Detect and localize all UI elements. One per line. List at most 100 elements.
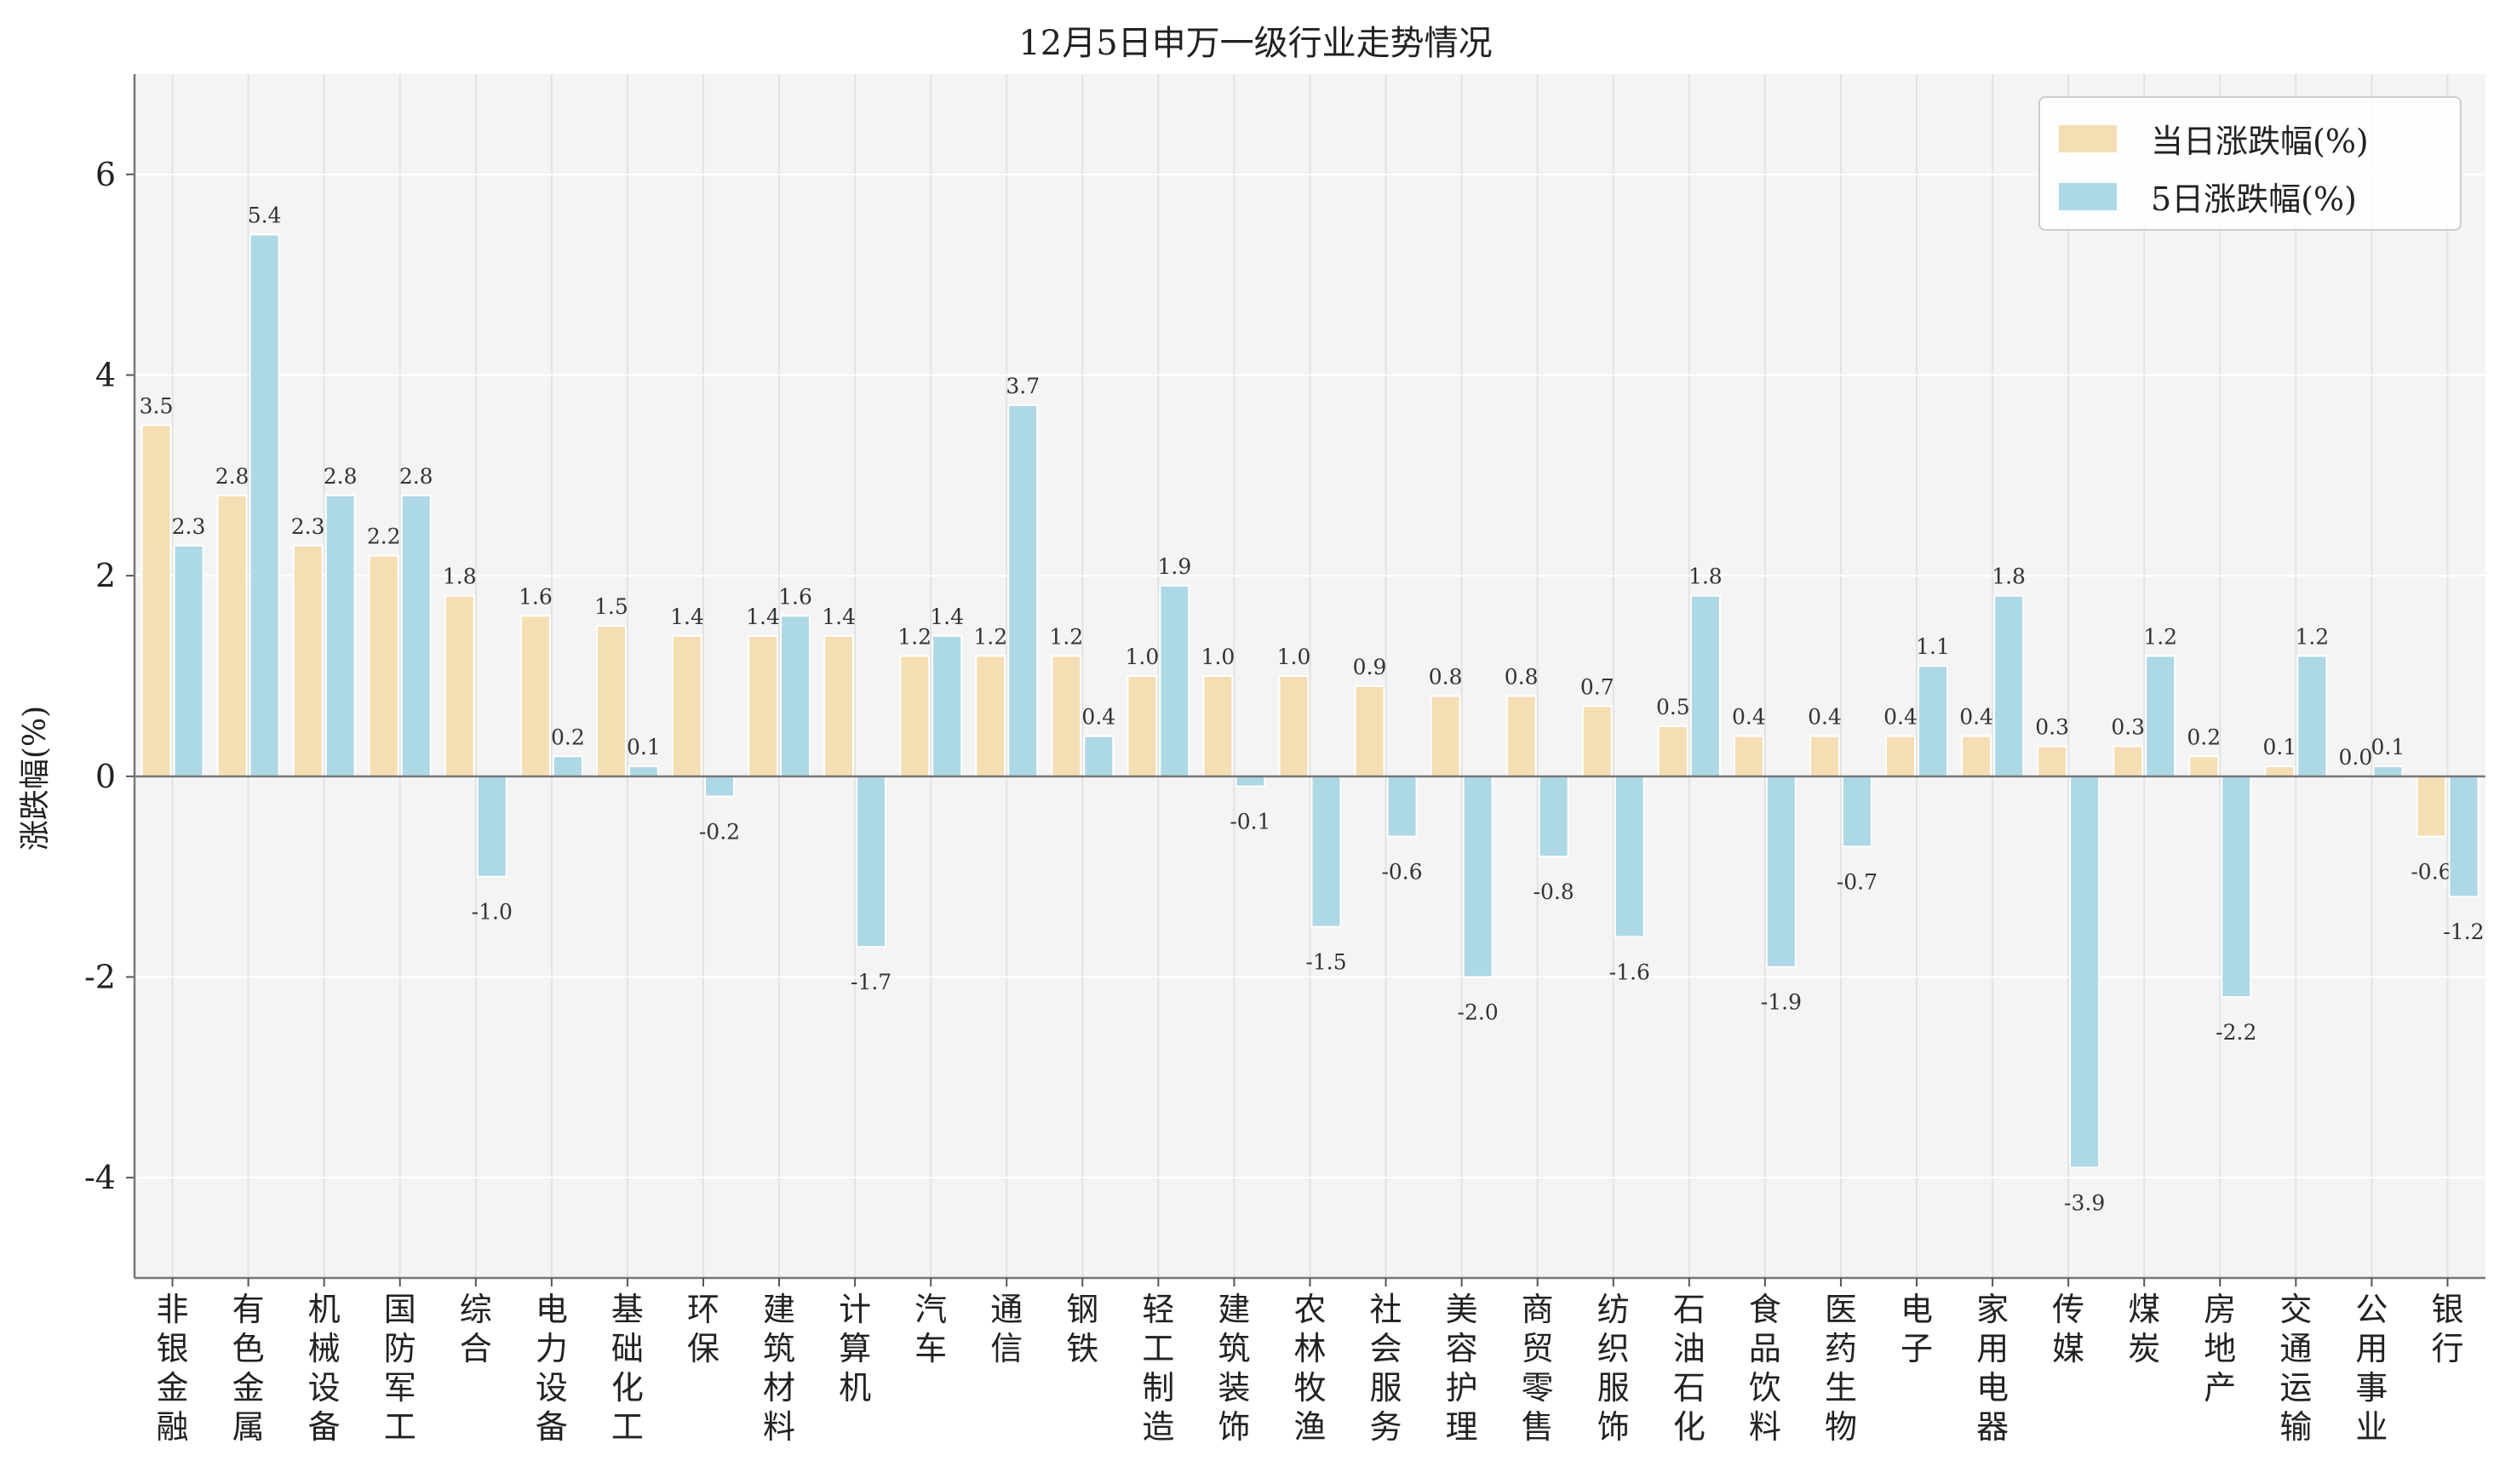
x-tick-label: 商贸零售 bbox=[1522, 1291, 1554, 1446]
data-label-daily: 0.7 bbox=[1580, 674, 1614, 699]
legend-swatch-5day bbox=[2059, 182, 2117, 210]
data-label-5day: -0.1 bbox=[1230, 810, 1270, 834]
y-tick-label: 6 bbox=[95, 156, 116, 193]
x-tick-label: 基础化工 bbox=[611, 1291, 644, 1446]
x-tick-label: 建筑装饰 bbox=[1218, 1291, 1250, 1446]
bar-5day bbox=[1765, 775, 1797, 968]
bar-5day bbox=[856, 775, 887, 948]
data-label-5day: 0.2 bbox=[551, 725, 585, 749]
x-tick-label: 汽车 bbox=[914, 1291, 947, 1367]
bar-5day bbox=[1918, 665, 1949, 777]
bar-5day bbox=[2448, 775, 2479, 898]
bar-5day bbox=[2069, 775, 2101, 1169]
data-label-5day: -1.0 bbox=[472, 900, 513, 925]
bar-5day bbox=[1841, 775, 1872, 848]
data-label-daily: 0.1 bbox=[2262, 735, 2296, 759]
bar-5day bbox=[1462, 775, 1493, 978]
y-tick-label: -4 bbox=[84, 1159, 116, 1196]
y-tick-label: 0 bbox=[95, 758, 116, 795]
bar-daily bbox=[216, 494, 248, 777]
data-label-daily: 3.5 bbox=[140, 393, 174, 418]
x-tick-label: 传媒 bbox=[2052, 1291, 2084, 1367]
bar-5day bbox=[1538, 775, 1569, 858]
bar-daily bbox=[1278, 675, 1310, 777]
bar-daily bbox=[748, 634, 779, 777]
data-label-5day: -1.6 bbox=[1609, 960, 1650, 984]
x-tick-label: 非银金融 bbox=[157, 1291, 189, 1446]
bar-5day bbox=[1083, 735, 1115, 777]
x-tick-label: 煤炭 bbox=[2128, 1291, 2160, 1367]
data-label-5day: -2.0 bbox=[1458, 1000, 1499, 1025]
data-label-5day: 1.9 bbox=[1157, 554, 1191, 579]
bar-5day bbox=[703, 775, 735, 798]
bar-daily bbox=[1581, 705, 1613, 777]
bar-5day bbox=[1689, 594, 1721, 777]
bar-daily bbox=[140, 424, 172, 777]
x-tick-label: 农林牧渔 bbox=[1293, 1291, 1326, 1446]
data-label-5day: -2.2 bbox=[2216, 1020, 2256, 1045]
data-label-daily: 0.5 bbox=[1656, 695, 1690, 719]
legend-label-daily: 当日涨跌幅(%) bbox=[2151, 123, 2369, 160]
legend-item-5day: 5日涨跌幅(%) bbox=[2059, 173, 2357, 220]
data-label-daily: 2.8 bbox=[215, 464, 249, 489]
x-tick-label: 交通运输 bbox=[2279, 1291, 2312, 1446]
bar-daily bbox=[1961, 735, 1992, 777]
data-label-5day: 1.6 bbox=[778, 584, 812, 609]
bar-5day bbox=[249, 233, 280, 777]
x-tick-label: 有色金属 bbox=[232, 1291, 265, 1446]
bar-daily bbox=[899, 655, 931, 777]
data-label-5day: 1.2 bbox=[2143, 624, 2177, 649]
data-label-5day: -0.8 bbox=[1534, 880, 1574, 904]
data-label-daily: 2.2 bbox=[367, 524, 401, 549]
data-label-daily: 1.2 bbox=[897, 624, 932, 649]
y-axis-label: 涨跌幅(%) bbox=[18, 705, 53, 851]
x-tick-label: 银行 bbox=[2431, 1291, 2463, 1367]
bar-daily bbox=[1430, 695, 1461, 777]
data-label-5day: 0.4 bbox=[1081, 705, 1115, 730]
data-label-daily: 1.2 bbox=[1049, 624, 1083, 649]
x-tick-label: 通信 bbox=[990, 1291, 1023, 1367]
data-label-daily: 1.8 bbox=[443, 564, 477, 589]
data-label-daily: 0.3 bbox=[2035, 714, 2069, 739]
data-label-daily: -0.6 bbox=[2411, 860, 2451, 885]
data-label-daily: 0.3 bbox=[2111, 714, 2145, 739]
bar-daily bbox=[1202, 675, 1234, 777]
data-label-5day: 2.8 bbox=[324, 464, 358, 489]
data-label-5day: -1.5 bbox=[1305, 950, 1346, 975]
data-label-daily: 1.4 bbox=[822, 604, 856, 629]
bar-5day bbox=[1007, 404, 1039, 777]
bar-daily bbox=[368, 554, 399, 777]
bar-daily bbox=[2188, 755, 2220, 777]
data-label-5day: 2.3 bbox=[172, 514, 206, 539]
legend-swatch-daily bbox=[2059, 124, 2117, 152]
bar-daily bbox=[292, 544, 324, 777]
data-label-daily: 0.4 bbox=[1959, 705, 1993, 730]
x-tick-label: 电子 bbox=[1900, 1291, 1933, 1367]
x-tick-label: 社会服务 bbox=[1370, 1291, 1402, 1446]
data-label-daily: 0.4 bbox=[1732, 705, 1766, 730]
bar-5day bbox=[1614, 775, 1645, 938]
bar-5day bbox=[476, 775, 507, 878]
data-label-daily: 0.2 bbox=[2187, 725, 2221, 749]
data-label-5day: 1.1 bbox=[1916, 634, 1950, 659]
x-tick-label: 食品饮料 bbox=[1749, 1291, 1781, 1446]
x-tick-label: 美容护理 bbox=[1446, 1291, 1478, 1446]
bar-daily bbox=[1885, 735, 1917, 777]
x-tick-label: 计算机 bbox=[839, 1291, 871, 1407]
data-label-daily: 0.8 bbox=[1429, 665, 1463, 690]
bar-5day bbox=[628, 765, 659, 777]
x-tick-label: 机械设备 bbox=[308, 1291, 341, 1446]
data-label-daily: 0.0 bbox=[2339, 745, 2373, 770]
x-tick-label: 建筑材料 bbox=[763, 1291, 795, 1446]
bar-5day bbox=[173, 544, 204, 777]
data-label-daily: 1.0 bbox=[1277, 645, 1311, 669]
bar-daily bbox=[1505, 695, 1537, 777]
x-tick-label: 国防军工 bbox=[384, 1291, 416, 1446]
data-label-5day: -0.7 bbox=[1837, 869, 1878, 894]
bar-daily bbox=[2113, 745, 2144, 777]
bar-5day bbox=[1159, 584, 1190, 777]
legend: 当日涨跌幅(%) 5日涨跌幅(%) bbox=[2038, 96, 2462, 231]
x-tick-label: 公用事业 bbox=[2355, 1291, 2388, 1446]
bar-daily bbox=[2416, 775, 2447, 838]
x-tick-label: 石油石化 bbox=[1673, 1291, 1706, 1446]
